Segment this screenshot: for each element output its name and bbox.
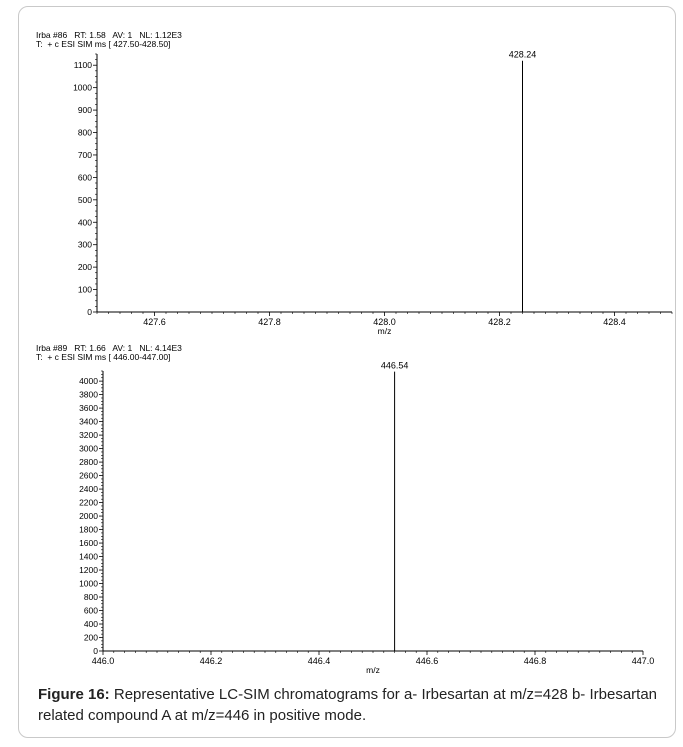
chart-1-mass-spectrum: 0 100 200 300 400 500 600 700 800 900 1000 1100 427.… [73,50,673,336]
chart2-y-tick-label: 4000 [79,376,98,386]
chart2-x-axis-label: m/z [366,665,380,675]
chart1-y-tick-label: 200 [78,262,92,272]
chart1-x-tick-label: 427.6 [143,317,166,327]
chart1-y-tick-label: 400 [78,217,92,227]
chart2-peak-label: 446.54 [381,361,409,371]
figure-caption: Figure 16: Representative LC-SIM chromat… [38,684,668,726]
chart1-y-tick-label: 1100 [74,60,93,70]
chart1-y-tick-label: 100 [78,285,92,295]
caption-label: Figure 16: [38,686,110,703]
chart2-y-tick-label: 1800 [79,525,98,535]
chart1-y-tick-label: 300 [78,240,92,250]
chart2-y-tick-label: 3400 [79,417,98,427]
figure-frame [18,6,676,738]
chart2-x-tick-label: 446.4 [308,656,331,666]
chart2-y-tick-label: 1200 [79,565,98,575]
chart2-x-tick-label: 446.8 [524,656,547,666]
chart1-y-tick-label: 500 [78,195,92,205]
chart2-y-tick-label: 2800 [79,457,98,467]
chart2-x-tick-label: 446.6 [416,656,439,666]
chart2-y-tick-label: 1600 [79,538,98,548]
chart2-y-tick-label: 800 [84,592,98,602]
chart2-header-line2: T: + c ESI SIM ms [ 446.00-447.00] [36,352,171,362]
chart2-y-tick-label: 2400 [79,484,98,494]
chart2-x-tick-label: 447.0 [632,656,655,666]
chart2-y-tick-label: 600 [84,606,98,616]
chart1-x-tick-label: 428.4 [603,317,626,327]
chart2-y-tick-label: 3600 [79,403,98,413]
chart1-y-tick-label: 0 [87,307,92,317]
chart2-y-tick-label: 400 [84,619,98,629]
chart1-x-tick-label: 427.8 [258,317,281,327]
chart2-y-tick-label: 0 [93,646,98,656]
chart1-y-tick-label: 800 [78,128,92,138]
chart1-header-line2: T: + c ESI SIM ms [ 427.50-428.50] [36,39,171,49]
chart2-y-tick-label: 200 [84,633,98,643]
chart2-y-tick-label: 3800 [79,390,98,400]
chart2-header-line1: Irba #89 RT: 1.66 AV: 1 NL: 4.14E3 [36,343,182,353]
chart1-y-tick-label: 1000 [73,83,92,93]
chart2-y-tick-label: 2200 [79,498,98,508]
chart2-y-tick-label: 3200 [79,430,98,440]
chart2-y-tick-label: 3000 [79,444,98,454]
chart-2-mass-spectrum: 0 200 400 600 800 1000 1200 1400 1600 1800 2000 220… [79,361,654,675]
chart1-x-axis-label: m/z [378,326,392,336]
chart1-x-tick-label: 428.0 [373,317,396,327]
chart2-y-tick-label: 1000 [79,579,98,589]
chart2-y-tick-label: 1400 [79,552,98,562]
chart1-y-tick-label: 700 [78,150,92,160]
chart1-peak-label: 428.24 [509,50,537,60]
chart2-y-tick-label: 2000 [79,511,98,521]
chart1-x-tick-label: 428.2 [488,317,511,327]
chart2-x-tick-label: 446.2 [200,656,223,666]
chart1-header-line1: Irba #86 RT: 1.58 AV: 1 NL: 1.12E3 [36,30,182,40]
chart1-y-tick-label: 600 [78,172,92,182]
chart2-x-tick-label: 446.0 [92,656,115,666]
chart2-y-tick-label: 2600 [79,471,98,481]
chart1-y-tick-label: 900 [78,105,92,115]
caption-text: Representative LC-SIM chromatograms for … [38,686,658,724]
